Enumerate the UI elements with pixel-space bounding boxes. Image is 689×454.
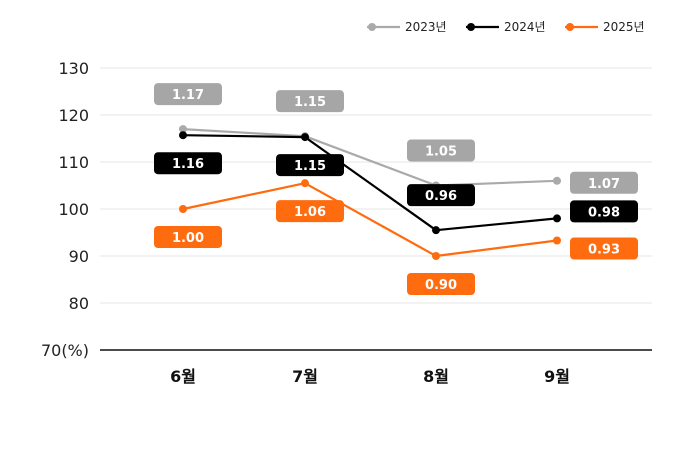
data-point xyxy=(179,131,187,140)
badge-value: 1.00 xyxy=(172,231,204,246)
legend-label: 2025년 xyxy=(603,20,645,34)
badge-value: 0.96 xyxy=(425,189,457,204)
data-label-badge: 1.07 xyxy=(570,171,638,194)
badge-background xyxy=(276,200,344,223)
data-label-badge: 1.16 xyxy=(154,152,222,175)
series-line-2024년 xyxy=(182,134,558,232)
badge-value: 1.06 xyxy=(294,205,326,220)
legend-item: 2025년 xyxy=(565,20,645,34)
legend-swatch-dot xyxy=(467,23,475,31)
x-tick-label: 9월 xyxy=(544,367,570,386)
legend: 2023년 2024년 2025년 xyxy=(367,20,645,34)
legend-item: 2024년 xyxy=(466,20,546,34)
y-tick-label: 110 xyxy=(58,153,89,172)
badge-background xyxy=(154,226,222,248)
axes: 70(%) 80 90 100 110 120 130 6월 7월 8월 9월 xyxy=(41,59,652,386)
badge-value: 0.90 xyxy=(425,278,457,293)
data-point xyxy=(179,125,187,134)
data-point xyxy=(553,214,561,223)
series-lines xyxy=(179,125,561,260)
data-point xyxy=(301,179,309,188)
badge-value: 1.17 xyxy=(172,88,204,103)
badge-background xyxy=(154,152,222,175)
badge-background xyxy=(570,237,638,260)
data-label-badge: 1.06 xyxy=(276,200,344,223)
series-line-2025년 xyxy=(182,182,558,258)
x-tick-label: 8월 xyxy=(423,367,449,386)
data-label-badge: 0.90 xyxy=(407,273,475,295)
data-point xyxy=(553,176,561,185)
data-point xyxy=(432,252,440,260)
y-tick-label: 120 xyxy=(58,106,89,125)
y-tick-label: 70(%) xyxy=(41,341,89,360)
data-label-badge: 1.05 xyxy=(407,139,475,162)
badge-value: 1.07 xyxy=(588,177,620,192)
data-labels: 1.17 1.15 1.05 1.07 1.16 1.15 0.96 0.98 1.00 1.06… xyxy=(154,83,638,295)
badge-background xyxy=(407,139,475,162)
y-tick-label: 130 xyxy=(58,59,89,78)
legend-item: 2023년 xyxy=(367,20,447,34)
badge-background xyxy=(276,90,344,113)
badge-background xyxy=(407,273,475,295)
badge-value: 1.15 xyxy=(294,159,326,174)
badge-value: 0.98 xyxy=(588,205,620,220)
badge-value: 1.05 xyxy=(425,145,457,160)
badge-background xyxy=(407,184,475,207)
legend-swatch-dot xyxy=(566,23,574,31)
data-label-badge: 0.93 xyxy=(570,237,638,260)
badge-value: 0.93 xyxy=(588,242,620,257)
data-label-badge: 1.00 xyxy=(154,226,222,248)
badge-background xyxy=(570,171,638,194)
data-label-badge: 0.98 xyxy=(570,200,638,223)
data-label-badge: 1.17 xyxy=(154,83,222,106)
y-tick-label: 100 xyxy=(58,200,89,219)
data-point xyxy=(301,133,309,142)
data-point xyxy=(179,205,187,213)
data-label-badge: 1.15 xyxy=(276,90,344,113)
x-tick-label: 7월 xyxy=(292,367,318,386)
badge-background xyxy=(276,154,344,177)
badge-background xyxy=(570,200,638,223)
y-tick-label: 80 xyxy=(69,294,89,313)
badge-value: 1.16 xyxy=(172,157,204,172)
y-tick-label: 90 xyxy=(69,247,89,266)
badge-value: 1.15 xyxy=(294,95,326,110)
x-tick-label: 6월 xyxy=(170,367,196,386)
data-label-badge: 1.15 xyxy=(276,154,344,177)
legend-label: 2024년 xyxy=(504,20,546,34)
badge-background xyxy=(154,83,222,106)
data-point xyxy=(553,236,561,245)
data-label-badge: 0.96 xyxy=(407,184,475,207)
data-point xyxy=(432,226,440,235)
legend-label: 2023년 xyxy=(405,20,447,34)
series-line-2023년 xyxy=(182,128,558,187)
legend-swatch-dot xyxy=(368,23,376,31)
